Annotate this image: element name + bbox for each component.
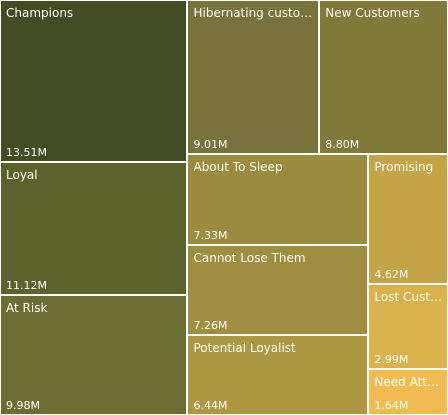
treemap-tile-label: Need Atten... — [374, 374, 444, 389]
treemap-tile-at-risk[interactable]: At Risk 9.98M — [1, 296, 187, 414]
treemap-tile-value: 8.80M — [325, 137, 360, 151]
treemap-tile-label: Loyal — [6, 167, 38, 182]
treemap-tile-label: Promising — [374, 159, 434, 174]
treemap-tile-promising[interactable]: Promising 4.62M — [369, 154, 447, 284]
treemap-tile-value: 7.26M — [193, 318, 228, 332]
treemap-tile-need-attention[interactable]: Need Atten... 1.64M — [369, 369, 447, 414]
treemap-tile-value: 9.01M — [193, 137, 228, 151]
treemap-tile-hibernating-customers[interactable]: Hibernating customers 9.01M — [188, 1, 319, 153]
treemap-tile-value: 7.33M — [193, 228, 228, 242]
treemap-tile-potential-loyalist[interactable]: Potential Loyalist 6.44M — [188, 335, 368, 414]
treemap-tile-label: Potential Loyalist — [193, 340, 296, 355]
treemap-tile-lost-customers[interactable]: Lost Custo... 2.99M — [369, 285, 447, 368]
treemap-tile-cannot-lose-them[interactable]: Cannot Lose Them 7.26M — [188, 245, 368, 334]
treemap-tile-value: 11.12M — [6, 279, 47, 293]
treemap-tile-loyal[interactable]: Loyal 11.12M — [1, 162, 187, 295]
treemap-tile-label: Cannot Lose Them — [193, 250, 306, 265]
treemap-tile-label: New Customers — [325, 6, 420, 20]
treemap-tile-label: Champions — [6, 6, 74, 20]
treemap-tile-label: About To Sleep — [193, 159, 283, 174]
treemap-tile-label: Hibernating customers — [193, 6, 315, 20]
treemap-tile-value: 6.44M — [193, 398, 228, 412]
treemap-tile-champions[interactable]: Champions 13.51M — [1, 1, 187, 161]
treemap-tile-label: At Risk — [6, 301, 48, 316]
treemap-tile-new-customers[interactable]: New Customers 8.80M — [320, 1, 447, 153]
treemap-tile-value: 9.98M — [6, 398, 40, 412]
treemap-tile-value: 2.99M — [374, 352, 409, 366]
treemap-tile-value: 1.64M — [374, 398, 409, 412]
treemap-tile-value: 4.62M — [374, 268, 409, 282]
treemap-tile-label: Lost Custo... — [374, 290, 444, 305]
treemap-tile-value: 13.51M — [6, 145, 47, 159]
treemap-tile-about-to-sleep[interactable]: About To Sleep 7.33M — [188, 154, 368, 244]
